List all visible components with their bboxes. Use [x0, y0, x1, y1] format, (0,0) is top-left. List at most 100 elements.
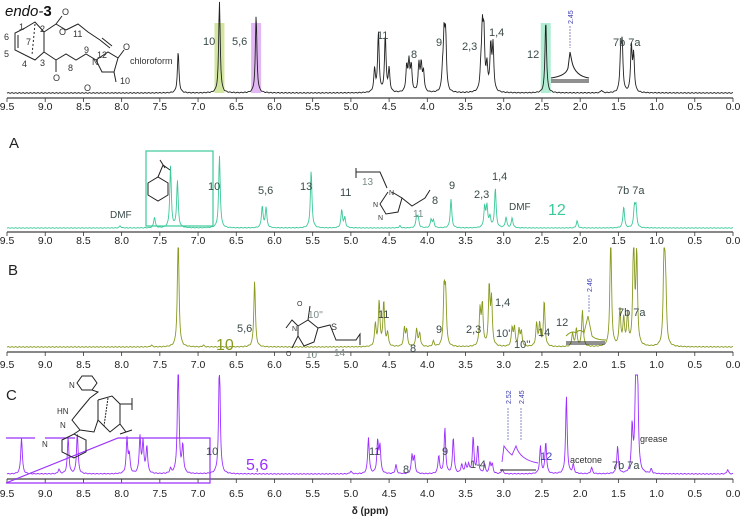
peak-label: 7b 7a: [617, 185, 645, 197]
peak-label: 2,3: [466, 324, 481, 336]
spectrum-endo-3: [6, 1, 734, 94]
atom-label: O: [59, 27, 66, 37]
peak-label: grease: [640, 434, 668, 444]
x-tick-label: 5.0: [344, 359, 359, 371]
peak-label: 12: [548, 202, 566, 219]
peak-label: 1,4: [492, 171, 507, 183]
atom-label: 8: [432, 195, 438, 207]
x-tick-label: 5.0: [344, 101, 359, 113]
x-tick-label: 2.5: [535, 488, 550, 500]
x-tick-label: 1.5: [611, 359, 626, 371]
panel-label-c: C: [6, 387, 17, 404]
atom-label: 9: [84, 45, 89, 55]
x-tick-label: 7.5: [153, 488, 168, 500]
atom-label: N: [373, 202, 378, 209]
atom-label: N: [69, 381, 75, 390]
inset-shift-label: 2.46: [587, 278, 594, 292]
spectrum-B: [6, 247, 733, 348]
compound-title: endo-3: [5, 3, 52, 20]
x-tick-label: 9.5: [0, 235, 14, 247]
x-tick-label: 4.0: [420, 359, 435, 371]
x-tick-label: 0.0: [726, 235, 740, 247]
peak-label: 11: [369, 446, 380, 458]
peak-label: 10': [496, 328, 510, 340]
peak-label: 9: [436, 37, 442, 49]
inset-shift-label: 2.52: [506, 390, 513, 404]
x-tick-label: 2.0: [573, 488, 588, 500]
x-axis-label: δ (ppm): [352, 506, 389, 517]
atom-label: N: [42, 440, 48, 449]
x-tick-label: 7.0: [191, 235, 206, 247]
atom-label: 4: [22, 59, 27, 69]
x-tick-label: 6.0: [267, 488, 282, 500]
atom-label: 5: [4, 49, 9, 59]
x-tick-label: 1.5: [611, 101, 626, 113]
peak-label: 2,3: [462, 41, 477, 53]
x-tick-label: 0.0: [726, 101, 740, 113]
x-tick-label: 4.0: [420, 235, 435, 247]
peak-label: 9: [442, 446, 448, 458]
x-tick-label: 6.0: [267, 101, 282, 113]
x-tick-label: 9.0: [38, 488, 53, 500]
x-tick-label: 8.0: [114, 235, 129, 247]
highlight-box-a: [145, 150, 214, 227]
peak-label: 1,4: [495, 297, 510, 309]
peak-label: 5,6: [237, 323, 252, 335]
x-tick-label: 1.0: [649, 101, 664, 113]
atom-label: O: [62, 7, 69, 17]
x-tick-label: 1.0: [649, 359, 664, 371]
x-tick-label: 5.0: [344, 488, 359, 500]
x-tick-label: 8.5: [76, 359, 91, 371]
peak-label: 12: [556, 317, 568, 329]
highlight-band: [214, 23, 225, 93]
peak-label: 8: [411, 49, 417, 61]
atom-label: N: [292, 326, 297, 333]
x-tick-label: 2.5: [535, 235, 550, 247]
x-tick-label: 7.0: [191, 488, 206, 500]
atom-label: 11: [73, 29, 82, 39]
peak-label: 12: [540, 451, 552, 463]
x-tick-label: 9.5: [0, 359, 14, 371]
highlight-band: [251, 23, 262, 93]
inset-b: 2.46: [565, 278, 607, 345]
peak-label: 14: [538, 327, 550, 339]
x-tick-label: 7.5: [153, 235, 168, 247]
spectrum-C: [6, 374, 733, 475]
atom-label: N: [60, 421, 66, 430]
spectrum-A: [6, 155, 733, 229]
axes: 9.5 9.0 8.5 8.0 7.5 7.0 6.5 6.0 5.5 5.0 4.5 4.0 3.5 3…: [0, 97, 740, 500]
x-tick-label: 6.5: [229, 359, 244, 371]
x-tick-label: 0.5: [687, 235, 702, 247]
atom-label: HN: [57, 407, 69, 416]
inset-shift-label: 2.45: [519, 390, 526, 404]
structure-endo-3: 1 2 6 7 5 4 3 11 12 8 9 10 O O O O O N: [4, 7, 130, 93]
atom-label: 8: [68, 63, 73, 73]
x-tick-label: 1.0: [649, 488, 664, 500]
x-tick-label: 9.5: [0, 101, 14, 113]
atom-label: 10': [306, 350, 319, 361]
atom-label: 13: [362, 177, 374, 188]
peak-label: 5,6: [246, 457, 268, 474]
peak-label: 9: [436, 324, 442, 336]
atom-label: 11: [413, 209, 424, 220]
x-tick-label: 6.5: [229, 235, 244, 247]
x-tick-label: 8.0: [114, 359, 129, 371]
peak-label: 10: [208, 181, 220, 193]
x-tick-label: 3.0: [496, 101, 511, 113]
x-tick-label: 1.0: [649, 235, 664, 247]
atom-label: O: [123, 42, 130, 52]
inset-shift-label: 2.45: [568, 10, 575, 24]
x-tick-label: 7.5: [153, 101, 168, 113]
x-tick-label: 0.5: [687, 101, 702, 113]
atom-label: 7: [26, 37, 31, 47]
x-tick-label: 1.5: [611, 235, 626, 247]
structure-dihydropyridazine: HN N N N: [42, 375, 133, 459]
x-tick-label: 2.0: [573, 101, 588, 113]
highlight-bands: [214, 23, 551, 93]
atom-label: 3: [40, 58, 45, 68]
atom-label: N: [378, 215, 383, 222]
peak-label: 2,3: [474, 189, 489, 201]
atom-label: N: [92, 57, 99, 67]
atom-label: 10'': [308, 310, 323, 321]
